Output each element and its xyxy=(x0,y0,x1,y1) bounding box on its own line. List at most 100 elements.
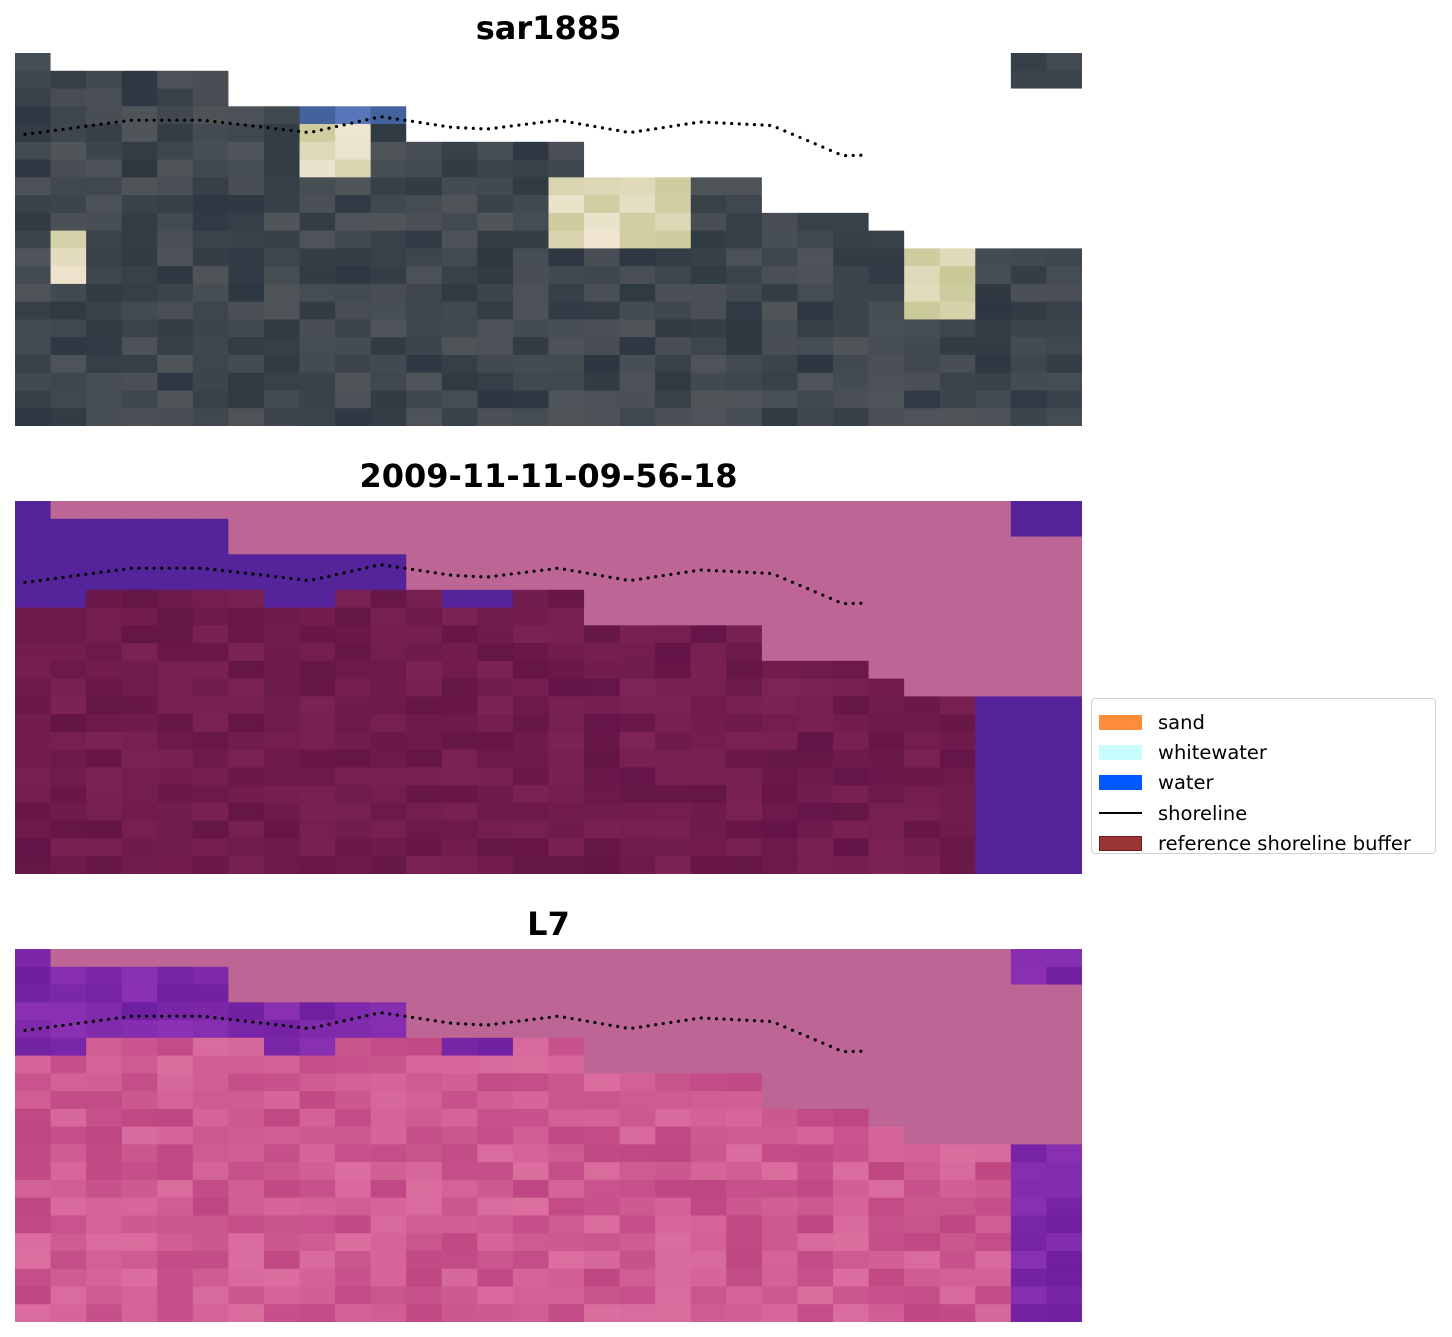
image-pixel xyxy=(548,678,585,697)
image-pixel xyxy=(904,53,941,72)
image-pixel xyxy=(477,53,514,72)
image-pixel xyxy=(1010,1179,1048,1199)
image-pixel xyxy=(335,643,372,662)
image-pixel xyxy=(477,390,514,409)
image-pixel xyxy=(441,53,478,72)
image-pixel xyxy=(192,248,229,267)
image-pixel xyxy=(1046,802,1082,822)
image-pixel xyxy=(86,749,123,769)
image-pixel xyxy=(335,212,372,232)
image-pixel xyxy=(690,1268,727,1288)
image-pixel xyxy=(1010,230,1048,249)
image-pixel xyxy=(299,1108,336,1128)
shoreline-dot xyxy=(38,578,42,582)
image-pixel xyxy=(441,266,478,285)
image-pixel xyxy=(690,554,727,573)
image-pixel xyxy=(370,195,407,214)
image-pixel xyxy=(1010,1250,1048,1270)
image-pixel xyxy=(228,1126,265,1145)
shoreline-dot xyxy=(327,574,331,578)
image-pixel xyxy=(1046,678,1082,697)
image-pixel xyxy=(86,785,123,804)
image-pixel xyxy=(868,589,905,609)
shoreline-dot xyxy=(494,574,498,578)
image-pixel xyxy=(263,283,301,303)
shoreline-dot xyxy=(768,571,772,575)
image-pixel xyxy=(299,1020,336,1039)
image-pixel xyxy=(121,230,158,249)
image-pixel xyxy=(406,714,443,733)
image-pixel xyxy=(975,785,1012,804)
image-pixel xyxy=(1010,731,1048,751)
image-pixel xyxy=(655,124,692,143)
image-pixel xyxy=(797,354,834,374)
image-pixel xyxy=(157,1002,194,1021)
image-pixel xyxy=(797,212,834,232)
image-pixel xyxy=(939,1073,976,1092)
image-pixel xyxy=(797,856,834,874)
shoreline-dot xyxy=(593,1020,597,1025)
image-pixel xyxy=(157,372,194,392)
image-pixel xyxy=(833,1126,870,1145)
image-pixel xyxy=(584,177,621,196)
image-pixel xyxy=(1010,177,1048,196)
image-pixel xyxy=(263,767,301,786)
image-pixel xyxy=(192,536,229,555)
image-pixel xyxy=(619,696,656,715)
image-pixel xyxy=(370,141,407,161)
image-pixel xyxy=(690,212,727,232)
image-pixel xyxy=(690,408,727,426)
image-pixel xyxy=(263,372,301,392)
image-pixel xyxy=(1046,230,1082,249)
image-pixel xyxy=(299,1304,336,1322)
image-pixel xyxy=(15,408,52,426)
image-pixel xyxy=(904,283,941,303)
image-pixel xyxy=(86,536,123,555)
image-pixel xyxy=(548,1179,585,1199)
image-pixel xyxy=(370,714,407,733)
image-pixel xyxy=(584,838,621,857)
image-pixel xyxy=(86,319,123,338)
image-pixel xyxy=(157,984,194,1003)
image-pixel xyxy=(726,266,763,285)
shoreline-dot xyxy=(836,599,840,604)
image-pixel xyxy=(512,141,550,161)
image-pixel xyxy=(299,1073,336,1092)
image-pixel xyxy=(868,1250,905,1270)
image-pixel xyxy=(833,283,870,303)
image-pixel xyxy=(50,949,87,968)
image-pixel xyxy=(1046,1055,1082,1074)
legend-item-water: water xyxy=(1099,768,1435,798)
image-pixel xyxy=(15,1268,52,1288)
image-pixel xyxy=(833,124,870,143)
image-pixel xyxy=(833,53,870,72)
legend: sand whitewater water shoreline referenc… xyxy=(1091,698,1436,855)
image-pixel xyxy=(619,1233,656,1252)
image-pixel xyxy=(406,984,443,1003)
image-pixel xyxy=(121,785,158,804)
image-pixel xyxy=(797,589,834,609)
image-pixel xyxy=(441,212,478,232)
image-pixel xyxy=(441,390,478,409)
image-pixel xyxy=(263,1126,301,1145)
image-pixel xyxy=(975,1002,1012,1021)
image-pixel xyxy=(192,390,229,409)
image-pixel xyxy=(1046,1215,1082,1234)
image-pixel xyxy=(726,1126,763,1145)
image-pixel xyxy=(299,731,336,751)
image-pixel xyxy=(157,589,194,609)
image-pixel xyxy=(1010,248,1048,267)
image-pixel xyxy=(726,390,763,409)
image-pixel xyxy=(548,1215,585,1234)
image-pixel xyxy=(441,1073,478,1092)
image-pixel xyxy=(512,1162,550,1181)
image-pixel xyxy=(477,1002,514,1021)
image-pixel xyxy=(157,802,194,822)
image-pixel xyxy=(833,177,870,196)
image-pixel xyxy=(655,88,692,107)
image-pixel xyxy=(263,337,301,356)
image-pixel xyxy=(228,572,265,591)
image-pixel xyxy=(335,518,372,538)
image-pixel xyxy=(939,984,976,1003)
image-pixel xyxy=(406,625,443,644)
